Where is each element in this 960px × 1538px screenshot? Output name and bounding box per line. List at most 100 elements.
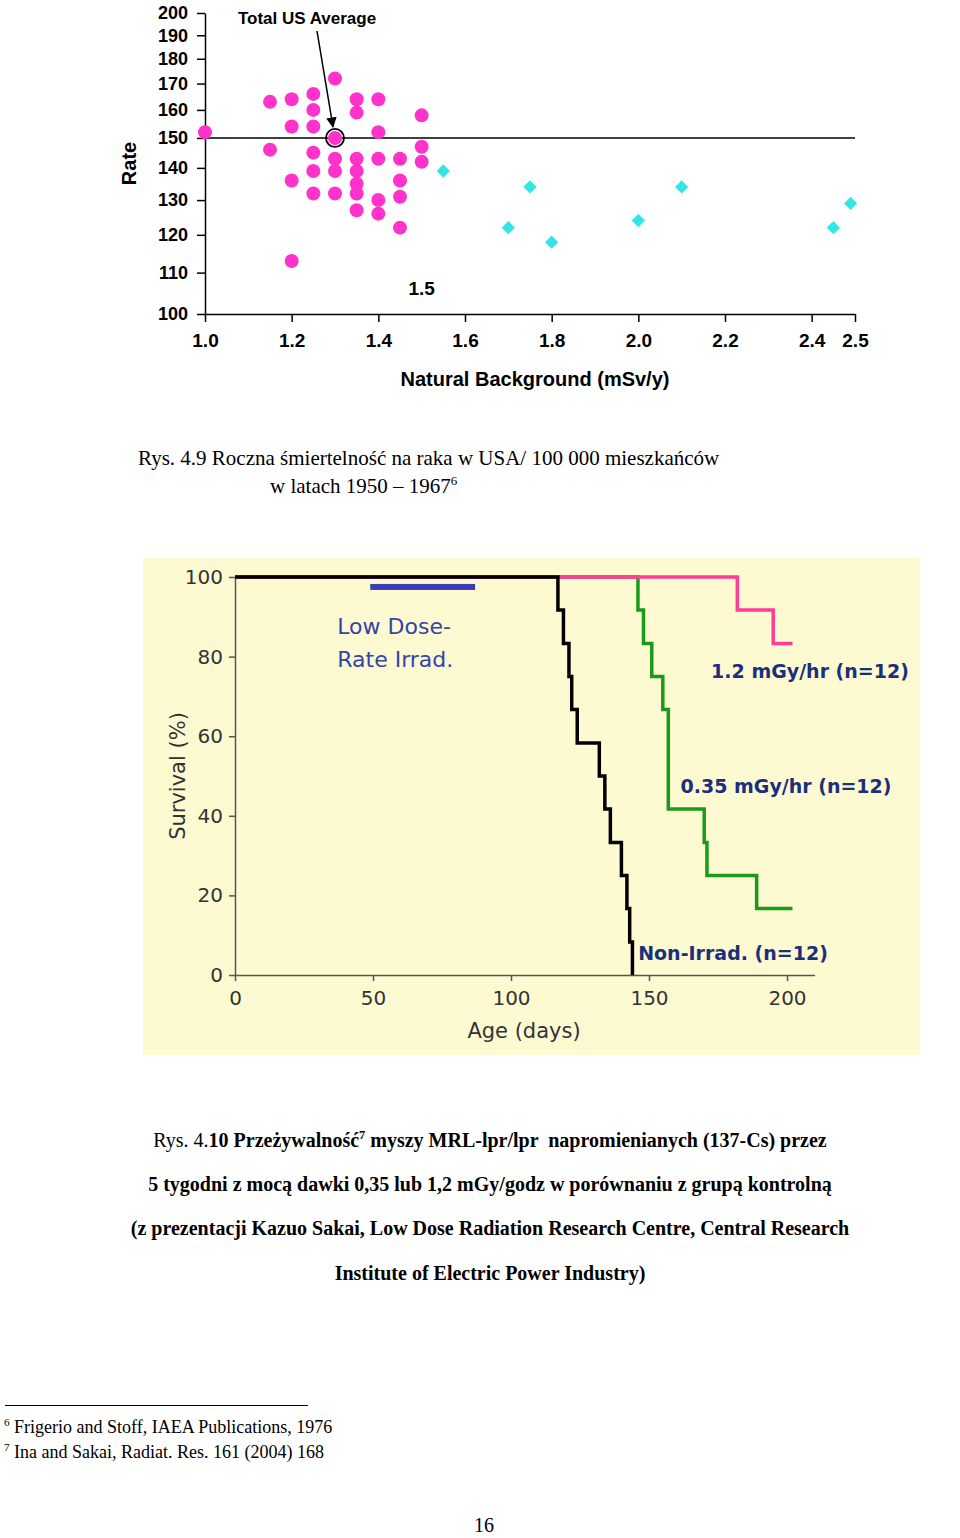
point	[285, 119, 299, 133]
tick: 50	[361, 975, 386, 1010]
tick-mark	[229, 895, 235, 897]
caption-text: Rys. 4.	[153, 1129, 208, 1151]
caption-line: 5 tygodni z mocą dawki 0,35 lub 1,2 mGy/…	[148, 1173, 832, 1196]
irradiation-bar	[370, 584, 475, 590]
point	[371, 152, 385, 166]
tick-label: 1.0	[192, 330, 218, 351]
tick-mark	[197, 200, 205, 202]
point	[827, 221, 840, 234]
tick: 170	[158, 74, 205, 94]
axis-line	[235, 578, 237, 976]
tick-label: 60	[198, 724, 223, 748]
tick-mark	[855, 314, 857, 322]
axis-line	[236, 975, 816, 977]
tick-mark	[229, 975, 235, 977]
tick-mark	[197, 13, 205, 15]
page: 1001101201301401501601701801902001.01.21…	[0, 0, 960, 1538]
tick: 0	[210, 963, 235, 987]
series-label: 0.35 mGy/hr (n=12)	[681, 775, 892, 797]
tick: 2.4	[799, 314, 826, 351]
tick-label: 120	[158, 225, 188, 245]
axis-title: Natural Background (mSv/y)	[401, 368, 670, 390]
caption-text: w latach 1950 – 1967	[270, 474, 451, 498]
caption-line: (z prezentacji Kazuo Sakai, Low Dose Rad…	[131, 1217, 849, 1240]
tick-label: 150	[630, 986, 668, 1010]
tick: 1.2	[279, 314, 305, 351]
tick: 150	[158, 128, 205, 148]
tick-label: 80	[198, 645, 223, 669]
tick: 120	[158, 225, 205, 245]
point	[393, 190, 407, 204]
point	[393, 221, 407, 235]
point	[350, 106, 364, 120]
tick-mark	[638, 314, 640, 322]
point	[306, 186, 320, 200]
tick-label: 2.2	[712, 330, 738, 351]
tick: 40	[198, 804, 235, 828]
point	[306, 146, 320, 160]
tick: 180	[158, 49, 205, 69]
series-line	[235, 577, 793, 643]
tick-label: 50	[361, 986, 386, 1010]
point	[328, 71, 342, 85]
point	[350, 203, 364, 217]
chart-survival: 020406080100050100150200Survival (%)Age …	[143, 558, 920, 1055]
tick: 110	[159, 263, 205, 283]
tick-mark	[551, 314, 553, 322]
tick: 140	[158, 158, 205, 178]
tick-mark	[291, 314, 293, 322]
tick: 1.0	[192, 314, 218, 351]
tick-mark	[197, 272, 205, 274]
tick: 0	[229, 975, 242, 1010]
space	[10, 1417, 15, 1437]
caption-line: Rys. 4.10 Przeżywalność7 myszy MRL-lpr/l…	[153, 1129, 827, 1152]
footnote-ref: 6	[451, 473, 458, 488]
annotation: Total US Average	[238, 9, 376, 28]
space	[10, 1442, 15, 1462]
point	[328, 131, 342, 145]
annotation-arrow	[317, 31, 333, 127]
tick-label: 1.6	[452, 330, 478, 351]
tick-label: 130	[158, 190, 188, 210]
axis-line	[206, 314, 856, 316]
tick-label: 100	[492, 986, 530, 1010]
annotation: Low Dose-	[337, 614, 451, 639]
tick: 190	[158, 26, 205, 46]
point	[415, 108, 429, 122]
footnote: 6 Frigerio and Stoff, IAEA Publications,…	[4, 1417, 332, 1438]
tick: 2.2	[712, 314, 738, 351]
tick-mark	[229, 577, 235, 579]
tick-label: 190	[158, 26, 188, 46]
chart-scatter: 1001101201301401501601701801902001.01.21…	[0, 0, 960, 400]
axis: 050100150200	[229, 975, 815, 1010]
tick-mark	[229, 736, 235, 738]
point	[350, 152, 364, 166]
page-number: 16	[474, 1514, 494, 1537]
tick-mark	[511, 975, 513, 981]
point	[415, 140, 429, 154]
axis-title: Rate	[118, 142, 140, 185]
point	[328, 186, 342, 200]
point	[328, 164, 342, 178]
tick-label: 2.0	[626, 330, 652, 351]
point	[371, 207, 385, 221]
caption-line: Rys. 4.9 Roczna śmiertelność na raka w U…	[138, 446, 719, 471]
series-line	[235, 577, 632, 975]
caption-text: myszy MRL-lpr/lpr napromienianych (137-C…	[365, 1129, 826, 1151]
footnote-number: 7	[4, 1441, 10, 1453]
tick: 80	[198, 645, 235, 669]
footnote-text: Frigerio and Stoff, IAEA Publications, 1…	[14, 1417, 332, 1437]
footnote-ref: 7	[359, 1128, 365, 1142]
point	[545, 235, 558, 248]
tick-label: 150	[158, 128, 188, 148]
footnote-number: 6	[4, 1416, 10, 1428]
tick-mark	[378, 314, 380, 322]
highlight-ring	[326, 129, 344, 147]
point	[306, 119, 320, 133]
point	[285, 173, 299, 187]
point	[371, 125, 385, 139]
tick: 1.4	[366, 314, 393, 351]
tick-label: 0	[210, 963, 223, 987]
point	[263, 95, 277, 109]
tick-mark	[235, 975, 237, 981]
